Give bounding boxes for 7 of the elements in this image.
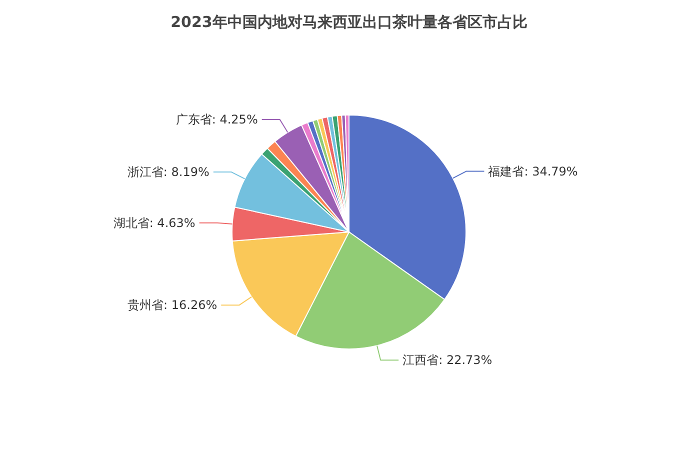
slice-label: 广东省: 4.25%: [176, 112, 258, 127]
slice-label: 江西省: 22.73%: [402, 353, 492, 368]
slice-label: 浙江省: 8.19%: [127, 165, 210, 180]
chart-title: 2023年中国内地对马来西亚出口茶叶量各省区市占比: [170, 13, 528, 31]
slice-label: 湖北省: 4.63%: [113, 216, 196, 230]
slice-label: 福建省: 34.79%: [488, 164, 578, 178]
slice-label: 贵州省: 16.26%: [128, 298, 218, 312]
